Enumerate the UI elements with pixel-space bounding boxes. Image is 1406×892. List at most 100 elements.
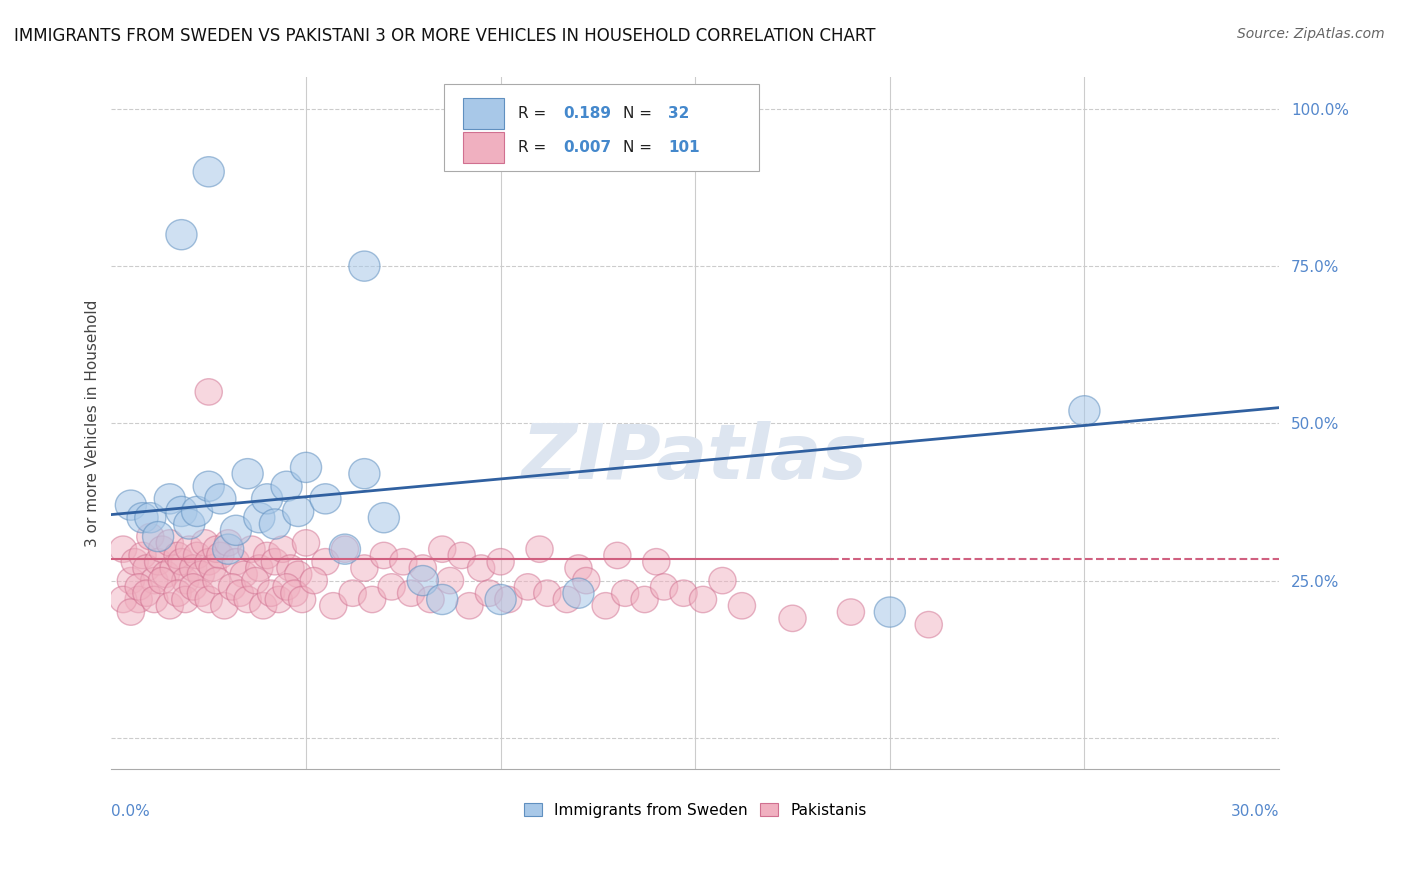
Text: ZIPatlas: ZIPatlas bbox=[522, 421, 869, 495]
Ellipse shape bbox=[281, 580, 308, 607]
Ellipse shape bbox=[187, 561, 215, 588]
Text: 0.189: 0.189 bbox=[564, 106, 612, 121]
Ellipse shape bbox=[418, 586, 444, 613]
Ellipse shape bbox=[181, 496, 212, 526]
Ellipse shape bbox=[246, 555, 273, 582]
Ellipse shape bbox=[200, 555, 226, 582]
Ellipse shape bbox=[837, 599, 865, 625]
Ellipse shape bbox=[651, 574, 678, 600]
Ellipse shape bbox=[253, 542, 281, 569]
Ellipse shape bbox=[125, 586, 152, 613]
Ellipse shape bbox=[142, 522, 174, 551]
Ellipse shape bbox=[165, 542, 191, 569]
Ellipse shape bbox=[262, 549, 288, 575]
Ellipse shape bbox=[215, 530, 242, 556]
Ellipse shape bbox=[156, 530, 183, 556]
Ellipse shape bbox=[226, 580, 253, 607]
Ellipse shape bbox=[187, 580, 215, 607]
Y-axis label: 3 or more Vehicles in Household: 3 or more Vehicles in Household bbox=[86, 300, 100, 547]
Ellipse shape bbox=[193, 471, 225, 501]
Ellipse shape bbox=[779, 605, 806, 632]
Ellipse shape bbox=[125, 574, 152, 600]
Text: R =: R = bbox=[517, 140, 546, 155]
Ellipse shape bbox=[141, 567, 167, 594]
Ellipse shape bbox=[643, 549, 669, 575]
Ellipse shape bbox=[277, 555, 304, 582]
Ellipse shape bbox=[110, 536, 136, 562]
Ellipse shape bbox=[534, 580, 561, 607]
Ellipse shape bbox=[174, 509, 205, 539]
Ellipse shape bbox=[172, 567, 200, 594]
Ellipse shape bbox=[349, 458, 380, 489]
Ellipse shape bbox=[149, 536, 176, 562]
Ellipse shape bbox=[193, 157, 225, 187]
Ellipse shape bbox=[709, 567, 737, 594]
Ellipse shape bbox=[195, 379, 222, 405]
Ellipse shape bbox=[257, 580, 284, 607]
Ellipse shape bbox=[205, 483, 236, 514]
Ellipse shape bbox=[291, 452, 322, 483]
Ellipse shape bbox=[426, 584, 458, 615]
Text: N =: N = bbox=[623, 140, 652, 155]
Ellipse shape bbox=[526, 536, 553, 562]
Ellipse shape bbox=[319, 592, 347, 619]
Ellipse shape bbox=[259, 509, 291, 539]
Ellipse shape bbox=[612, 580, 638, 607]
Ellipse shape bbox=[292, 530, 319, 556]
Ellipse shape bbox=[309, 483, 342, 514]
Ellipse shape bbox=[562, 578, 593, 608]
Ellipse shape bbox=[136, 524, 165, 549]
Ellipse shape bbox=[1069, 396, 1099, 425]
Ellipse shape bbox=[218, 574, 246, 600]
Text: 32: 32 bbox=[668, 106, 690, 121]
Text: 0.0%: 0.0% bbox=[111, 804, 150, 819]
Ellipse shape bbox=[283, 496, 314, 526]
Text: 0.007: 0.007 bbox=[564, 140, 612, 155]
Ellipse shape bbox=[565, 555, 592, 582]
Ellipse shape bbox=[485, 584, 516, 615]
Ellipse shape bbox=[132, 580, 160, 607]
Ellipse shape bbox=[271, 471, 302, 501]
Ellipse shape bbox=[370, 542, 398, 569]
Ellipse shape bbox=[191, 530, 218, 556]
Ellipse shape bbox=[117, 599, 145, 625]
Ellipse shape bbox=[398, 580, 425, 607]
Ellipse shape bbox=[515, 574, 541, 600]
Ellipse shape bbox=[631, 586, 658, 613]
Ellipse shape bbox=[572, 567, 600, 594]
Ellipse shape bbox=[195, 549, 222, 575]
Text: IMMIGRANTS FROM SWEDEN VS PAKISTANI 3 OR MORE VEHICLES IN HOUSEHOLD CORRELATION : IMMIGRANTS FROM SWEDEN VS PAKISTANI 3 OR… bbox=[14, 27, 876, 45]
Ellipse shape bbox=[269, 536, 297, 562]
Ellipse shape bbox=[110, 586, 136, 613]
Ellipse shape bbox=[233, 586, 262, 613]
Ellipse shape bbox=[592, 592, 619, 619]
Ellipse shape bbox=[288, 586, 316, 613]
Ellipse shape bbox=[339, 580, 367, 607]
Ellipse shape bbox=[299, 567, 328, 594]
Text: R =: R = bbox=[517, 106, 546, 121]
Ellipse shape bbox=[553, 586, 581, 613]
Ellipse shape bbox=[603, 542, 631, 569]
Ellipse shape bbox=[449, 542, 475, 569]
Ellipse shape bbox=[156, 592, 183, 619]
Ellipse shape bbox=[359, 586, 385, 613]
Ellipse shape bbox=[238, 536, 266, 562]
Ellipse shape bbox=[172, 586, 200, 613]
Ellipse shape bbox=[389, 549, 418, 575]
Ellipse shape bbox=[332, 536, 359, 562]
Ellipse shape bbox=[160, 555, 187, 582]
Ellipse shape bbox=[117, 567, 145, 594]
Ellipse shape bbox=[149, 567, 176, 594]
Ellipse shape bbox=[202, 567, 231, 594]
FancyBboxPatch shape bbox=[463, 98, 503, 128]
Ellipse shape bbox=[135, 502, 166, 533]
Ellipse shape bbox=[132, 555, 160, 582]
Ellipse shape bbox=[145, 549, 172, 575]
Ellipse shape bbox=[486, 549, 515, 575]
Text: 30.0%: 30.0% bbox=[1230, 804, 1279, 819]
Ellipse shape bbox=[222, 549, 250, 575]
Ellipse shape bbox=[915, 611, 942, 638]
Ellipse shape bbox=[250, 592, 277, 619]
Ellipse shape bbox=[165, 580, 191, 607]
Text: Source: ZipAtlas.com: Source: ZipAtlas.com bbox=[1237, 27, 1385, 41]
